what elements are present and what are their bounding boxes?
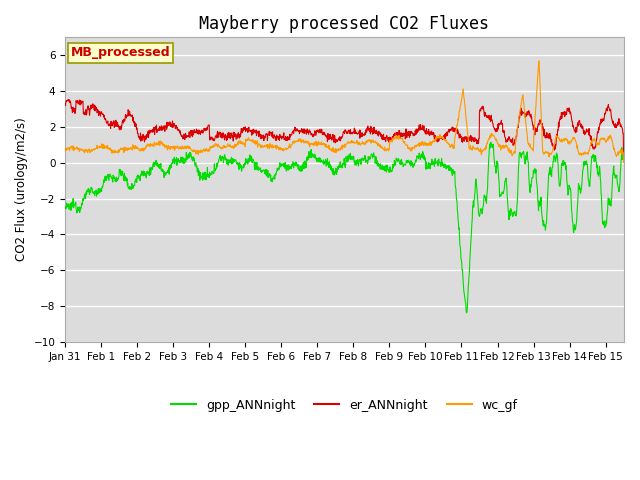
Legend: gpp_ANNnight, er_ANNnight, wc_gf: gpp_ANNnight, er_ANNnight, wc_gf [166, 394, 523, 417]
Text: MB_processed: MB_processed [71, 47, 170, 60]
Title: Mayberry processed CO2 Fluxes: Mayberry processed CO2 Fluxes [200, 15, 490, 33]
Y-axis label: CO2 Flux (urology/m2/s): CO2 Flux (urology/m2/s) [15, 118, 28, 262]
